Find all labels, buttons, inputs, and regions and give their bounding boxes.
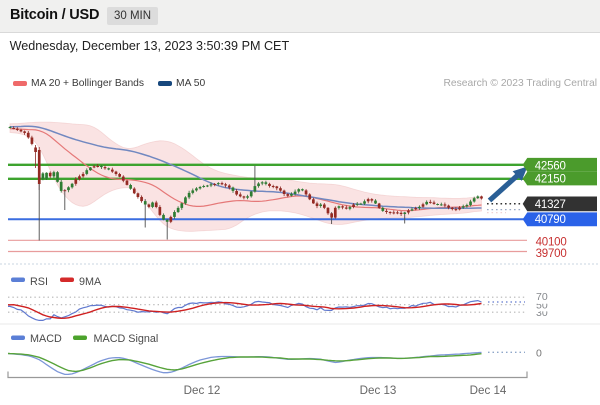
svg-text:9MA: 9MA [79,276,102,288]
svg-text:RSI: RSI [30,276,48,288]
svg-text:42560: 42560 [535,161,566,173]
svg-text:41327: 41327 [535,199,566,211]
svg-text:40100: 40100 [536,237,567,249]
svg-text:50: 50 [536,299,548,311]
svg-text:40790: 40790 [535,214,566,226]
svg-text:Dec 12: Dec 12 [184,384,221,397]
svg-text:Dec 13: Dec 13 [360,384,397,397]
svg-text:0: 0 [536,348,542,360]
svg-text:30: 30 [536,307,548,319]
svg-text:42150: 42150 [535,173,566,185]
svg-text:MACD Signal: MACD Signal [94,333,159,345]
svg-text:39700: 39700 [536,248,567,260]
svg-text:70: 70 [536,291,548,303]
svg-text:Dec 14: Dec 14 [470,384,507,397]
svg-text:MACD: MACD [30,333,62,345]
